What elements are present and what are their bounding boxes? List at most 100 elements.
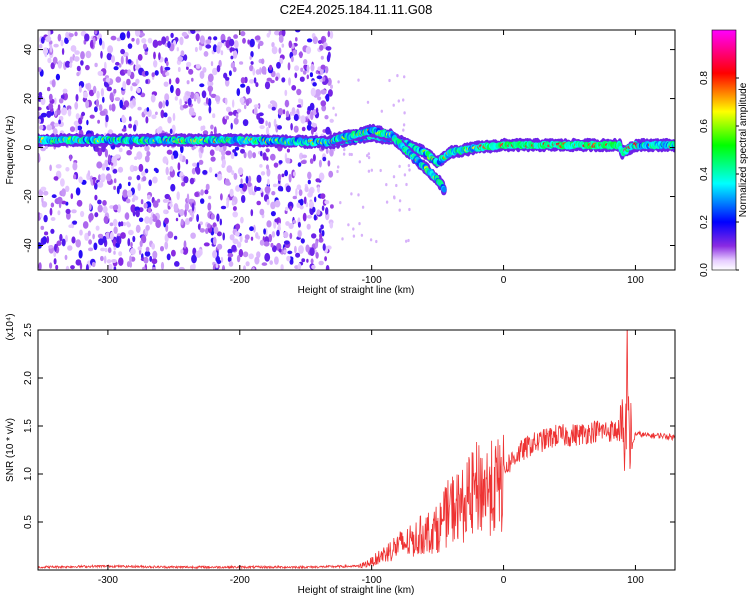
colorbar-tick-label: 0.4 [699,167,710,181]
noise-cell [182,246,189,255]
noise-cell [137,246,142,251]
snr-x-tick-label: -100 [362,575,382,586]
noise-cell [367,169,371,173]
noise-cell [253,107,258,115]
noise-cell [64,37,69,44]
noise-cell [402,98,405,102]
noise-cell [134,30,141,37]
noise-cell [236,108,242,113]
noise-cell [274,199,281,208]
noise-cell [252,267,255,270]
noise-cell [130,248,136,255]
noise-cell [136,87,142,94]
noise-cell [297,230,302,238]
noise-cell [75,94,79,102]
noise-cell [320,193,326,200]
noise-cell [330,84,333,89]
noise-cell [336,169,339,174]
noise-cell [289,205,293,212]
noise-cell [121,116,127,124]
noise-cell [127,238,131,247]
noise-cell [276,61,281,69]
noise-cell [315,252,319,259]
noise-cell [64,60,71,68]
snr-y-tick-label: 1.0 [23,467,34,481]
noise-cell [292,171,296,177]
noise-cell [191,203,195,212]
noise-cell [105,75,109,79]
colorbar-tick-label: 0.8 [699,71,710,85]
noise-cell [51,194,57,199]
noise-cell [385,183,388,187]
snr-x-tick-label: 100 [627,575,644,586]
noise-cell [266,220,272,228]
noise-cell [285,110,290,119]
noise-cell [200,189,204,196]
noise-cell [127,176,132,181]
noise-cell [238,249,244,258]
noise-cell [165,166,169,176]
noise-cell [229,47,236,52]
noise-cell [352,227,355,231]
noise-cell [253,77,257,84]
noise-cell [76,199,83,207]
ridge-cell [441,186,447,193]
noise-cell [105,173,112,182]
noise-cell [163,81,169,87]
noise-cell [116,37,121,42]
noise-cell [165,60,169,67]
noise-cell [210,124,214,130]
noise-cell [288,173,292,183]
noise-cell [278,222,281,230]
noise-cell [205,97,209,105]
noise-cell [286,255,291,262]
noise-cell [125,198,131,204]
noise-cell [120,48,125,55]
noise-cell [167,176,172,181]
noise-cell [104,148,108,158]
noise-cell [106,86,113,92]
noise-cell [309,102,315,111]
noise-cell [285,116,291,121]
noise-cell [172,112,176,122]
noise-cell [199,70,205,79]
noise-cell [75,187,81,196]
noise-cell [220,193,223,201]
noise-cell [236,254,241,263]
noise-cell [297,263,302,270]
noise-cell [75,124,78,133]
noise-cell [112,168,118,174]
noise-cell [306,74,309,80]
noise-cell [306,223,311,230]
noise-cell [93,242,98,251]
noise-cell [41,196,44,204]
noise-cell [253,224,256,233]
noise-cell [109,104,112,111]
noise-cell [234,146,240,151]
colorbar-label: Normalized spectral amplitude [738,82,749,217]
noise-cell [188,198,195,203]
noise-cell [220,205,227,210]
noise-cell [233,117,239,125]
noise-cell [144,250,151,257]
noise-cell [176,191,180,201]
noise-cell [102,205,108,214]
noise-cell [261,66,267,75]
noise-cell [70,193,74,200]
noise-cell [324,256,327,262]
noise-cell [104,248,108,253]
noise-cell [47,86,51,92]
noise-cell [291,85,297,91]
noise-cell [155,111,158,116]
noise-cell [164,217,169,225]
noise-cell [251,191,256,196]
noise-cell [258,117,264,124]
noise-cell [71,209,77,214]
noise-cell [130,256,136,262]
noise-cell [111,165,114,171]
noise-cell [306,64,310,74]
noise-cell [124,212,130,220]
noise-cell [316,209,321,216]
noise-cell [284,89,288,97]
noise-cell [145,116,149,124]
